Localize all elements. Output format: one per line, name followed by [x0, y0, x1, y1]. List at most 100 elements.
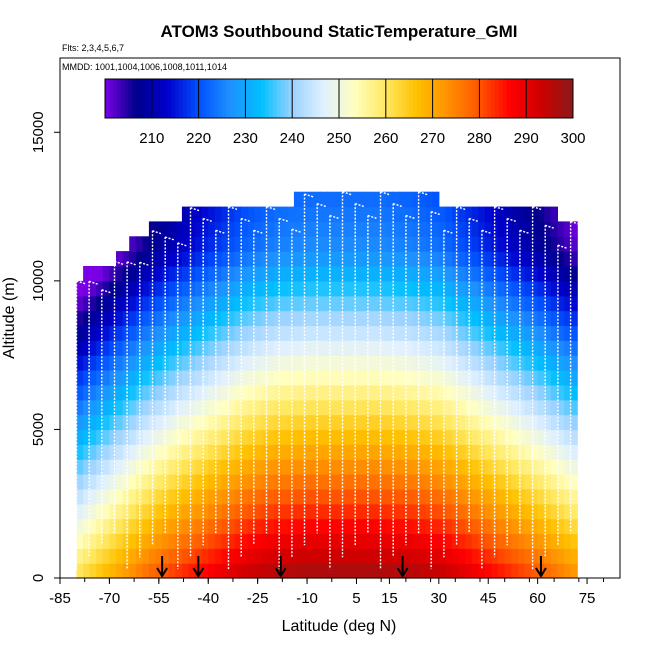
curtain-cell [122, 251, 130, 267]
curtain-cell [531, 548, 539, 564]
curtain-cell [517, 325, 526, 341]
curtain-cell [484, 266, 493, 282]
curtain-cell [392, 518, 400, 535]
curtain-cell [372, 533, 381, 549]
curtain-cell [300, 399, 308, 416]
curtain-cell [76, 429, 84, 445]
curtain-cell [478, 533, 486, 549]
curtain-cell [155, 340, 163, 356]
curtain-cell [208, 518, 216, 535]
curtain-cell [221, 414, 229, 431]
colorbar-segment [218, 79, 223, 118]
curtain-cell [471, 206, 479, 223]
curtain-cell [353, 325, 361, 341]
curtain-cell [221, 295, 229, 312]
curtain-cell [445, 414, 453, 431]
curtain-cell [267, 236, 275, 252]
curtain-cell [379, 384, 387, 401]
curtain-cell [234, 251, 242, 267]
curtain-cell [405, 370, 414, 386]
curtain-cell [412, 266, 420, 282]
curtain-cell [353, 384, 361, 401]
curtain-cell [254, 459, 262, 475]
curtain-cell [531, 459, 539, 475]
curtain-cell [478, 206, 486, 223]
curtain-cell [228, 488, 236, 505]
curtain-cell [313, 191, 321, 208]
curtain-cell [247, 370, 255, 386]
curtain-cell [333, 251, 341, 267]
curtain-cell [471, 325, 479, 341]
curtain-cell [498, 370, 506, 386]
curtain-cell [254, 325, 262, 341]
curtain-cell [359, 280, 367, 297]
colorbar-segment [409, 79, 414, 118]
curtain-cell [274, 206, 282, 223]
curtain-cell [208, 325, 216, 341]
curtain-cell [419, 340, 427, 356]
curtain-cell [452, 533, 460, 549]
curtain-cell [333, 206, 341, 223]
curtain-cell [129, 280, 137, 297]
curtain-cell [76, 310, 84, 327]
curtain-cell [392, 191, 400, 208]
curtain-cell [379, 295, 387, 312]
curtain-cell [484, 236, 493, 252]
curtain-cell [122, 384, 130, 401]
curtain-cell [254, 563, 262, 579]
curtain-cell [504, 236, 512, 252]
colorbar-segment [393, 79, 398, 118]
colorbar-segment [510, 79, 515, 118]
curtain-cell [386, 518, 394, 535]
curtain-cell [425, 370, 433, 386]
x-tick-label: 60 [529, 590, 546, 607]
curtain-cell [326, 266, 334, 282]
curtain-cell [287, 206, 295, 223]
curtain-cell [307, 310, 315, 327]
curtain-cell [148, 236, 157, 252]
curtain-cell [221, 221, 229, 237]
curtain-cell [484, 444, 493, 460]
colorbar-segment [136, 79, 141, 118]
curtain-cell [511, 221, 519, 237]
curtain-cell [188, 414, 196, 431]
curtain-cell [484, 474, 493, 490]
curtain-cell [511, 429, 519, 445]
y-tick-label: 10000 [30, 260, 47, 302]
curtain-cell [241, 370, 249, 386]
curtain-cell [326, 221, 334, 237]
curtain-cell [155, 251, 163, 267]
curtain-cell [260, 384, 269, 401]
curtain-cell [564, 355, 572, 371]
curtain-cell [478, 236, 486, 252]
curtain-cell [570, 251, 578, 267]
curtain-cell [148, 533, 157, 549]
curtain-cell [438, 370, 446, 386]
curtain-cell [116, 251, 124, 267]
curtain-cell [168, 221, 176, 237]
curtain-cell [280, 266, 288, 282]
curtain-cell [550, 340, 558, 356]
curtain-cell [504, 280, 512, 297]
curtain-cell [333, 370, 341, 386]
curtain-cell [419, 563, 427, 579]
curtain-cell [425, 206, 433, 223]
curtain-cell [531, 236, 539, 252]
curtain-cell [181, 429, 190, 445]
curtain-cell [221, 384, 229, 401]
curtain-cell [293, 488, 302, 505]
colorbar-segment [198, 79, 203, 118]
curtain-cell [484, 399, 493, 416]
curtain-cell [116, 266, 124, 282]
curtain-cell [346, 548, 354, 564]
curtain-cell [491, 414, 499, 431]
curtain-cell [399, 191, 407, 208]
curtain-cell [188, 533, 196, 549]
curtain-cell [76, 474, 84, 490]
curtain-cell [155, 325, 163, 341]
colorbar-segment [401, 79, 406, 118]
curtain-cell [353, 474, 361, 490]
curtain-cell [313, 563, 321, 579]
curtain-cell [340, 533, 348, 549]
colorbar-segment [541, 79, 547, 118]
